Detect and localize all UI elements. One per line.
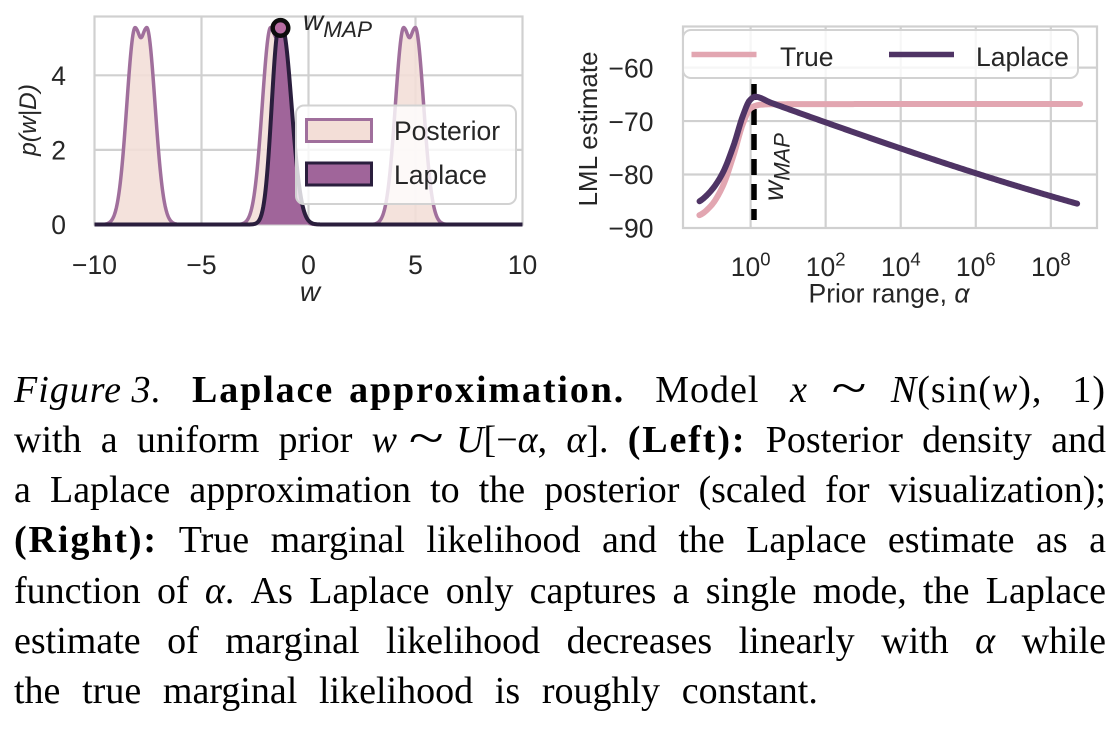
svg-text:0: 0 [301, 250, 316, 280]
svg-text:104: 104 [881, 249, 921, 283]
svg-text:0: 0 [51, 210, 66, 240]
svg-text:Laplace: Laplace [976, 42, 1069, 72]
svg-text:True: True [780, 42, 834, 72]
svg-text:LML estimate: LML estimate [573, 51, 603, 206]
svg-text:−5: −5 [186, 250, 216, 280]
svg-text:Prior range, α: Prior range, α [809, 279, 971, 309]
svg-text:2: 2 [51, 136, 66, 166]
svg-text:wMAP: wMAP [303, 5, 372, 42]
svg-text:p(w|D): p(w|D) [15, 84, 42, 157]
svg-text:108: 108 [1031, 249, 1071, 283]
svg-text:wMAP: wMAP [758, 133, 795, 201]
svg-text:10: 10 [508, 250, 537, 280]
svg-text:5: 5 [408, 250, 423, 280]
svg-text:102: 102 [806, 249, 846, 283]
svg-text:−10: −10 [72, 250, 117, 280]
svg-text:−70: −70 [609, 107, 654, 137]
svg-text:−60: −60 [609, 53, 654, 83]
svg-text:4: 4 [51, 61, 66, 91]
svg-text:−80: −80 [609, 160, 654, 190]
svg-text:w: w [300, 276, 322, 307]
svg-text:100: 100 [731, 249, 771, 283]
svg-text:Posterior: Posterior [394, 116, 500, 146]
svg-text:−90: −90 [609, 214, 654, 244]
svg-text:Laplace: Laplace [394, 160, 487, 190]
svg-text:106: 106 [956, 249, 996, 283]
